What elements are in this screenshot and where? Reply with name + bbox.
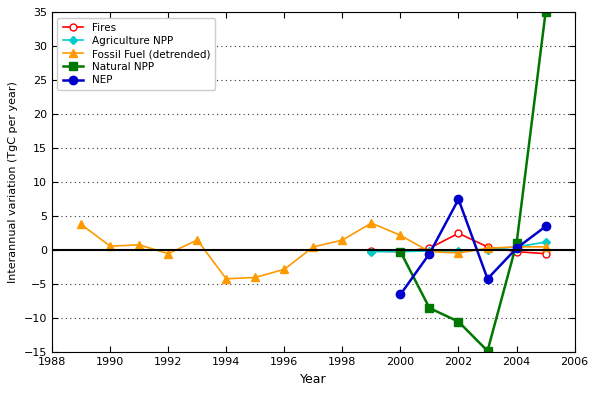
Natural NPP: [513, 241, 520, 246]
Agriculture NPP: [426, 249, 433, 253]
Fossil Fuel (detrended): [542, 245, 549, 249]
Agriculture NPP: [484, 247, 491, 252]
Fires: [455, 231, 462, 236]
Line: Fossil Fuel (detrended): Fossil Fuel (detrended): [77, 219, 550, 283]
Agriculture NPP: [542, 240, 549, 245]
Fossil Fuel (detrended): [281, 267, 288, 272]
Agriculture NPP: [455, 249, 462, 253]
Natural NPP: [484, 349, 491, 353]
NEP: [484, 277, 491, 281]
Fossil Fuel (detrended): [484, 246, 491, 251]
Fossil Fuel (detrended): [513, 245, 520, 249]
Agriculture NPP: [397, 249, 404, 254]
Fossil Fuel (detrended): [310, 245, 317, 249]
NEP: [426, 251, 433, 256]
Fires: [484, 245, 491, 249]
Line: Agriculture NPP: Agriculture NPP: [368, 239, 549, 255]
Legend: Fires, Agriculture NPP, Fossil Fuel (detrended), Natural NPP, NEP: Fires, Agriculture NPP, Fossil Fuel (det…: [57, 18, 216, 91]
Fossil Fuel (detrended): [78, 222, 85, 227]
Fossil Fuel (detrended): [368, 221, 375, 225]
NEP: [455, 197, 462, 202]
Line: Fires: Fires: [368, 230, 549, 257]
Natural NPP: [397, 249, 404, 254]
Fires: [368, 249, 375, 253]
Fossil Fuel (detrended): [455, 251, 462, 255]
NEP: [397, 292, 404, 297]
Fossil Fuel (detrended): [136, 242, 143, 247]
Y-axis label: Interannual variation (TgC per year): Interannual variation (TgC per year): [8, 81, 19, 283]
Natural NPP: [426, 306, 433, 310]
Natural NPP: [455, 319, 462, 324]
Fossil Fuel (detrended): [397, 233, 404, 238]
Fossil Fuel (detrended): [193, 238, 201, 242]
X-axis label: Year: Year: [300, 373, 327, 386]
Fires: [513, 249, 520, 254]
Fires: [397, 249, 404, 254]
Fossil Fuel (detrended): [339, 238, 346, 242]
Natural NPP: [542, 10, 549, 15]
Agriculture NPP: [368, 249, 375, 254]
Fossil Fuel (detrended): [223, 277, 230, 281]
Line: Natural NPP: Natural NPP: [396, 8, 550, 355]
NEP: [542, 224, 549, 229]
Fossil Fuel (detrended): [252, 275, 259, 280]
NEP: [513, 246, 520, 251]
Fires: [542, 251, 549, 256]
Fossil Fuel (detrended): [426, 249, 433, 254]
Line: NEP: NEP: [396, 195, 550, 299]
Fires: [426, 246, 433, 251]
Fossil Fuel (detrended): [165, 251, 172, 256]
Agriculture NPP: [513, 245, 520, 249]
Fossil Fuel (detrended): [107, 244, 114, 249]
